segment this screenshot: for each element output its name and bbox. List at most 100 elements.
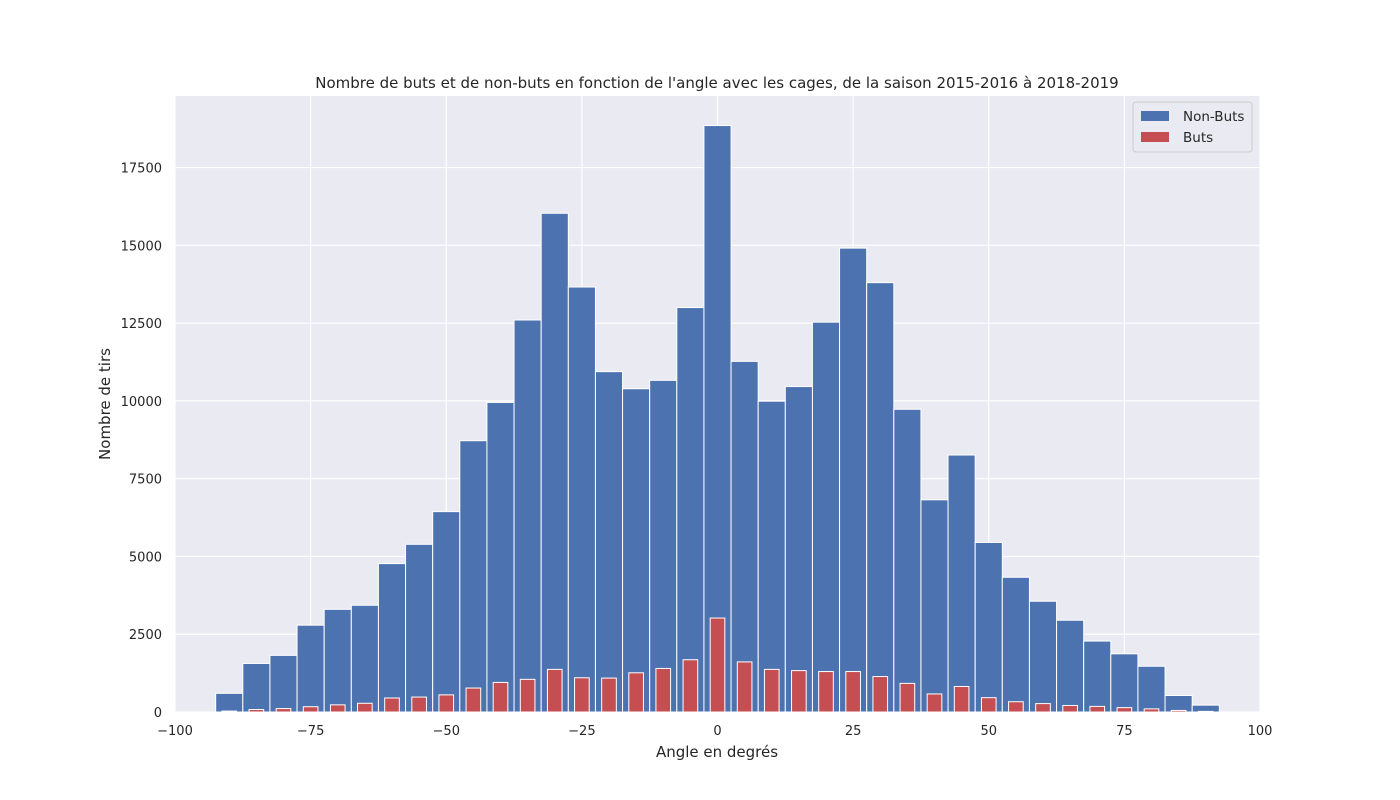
legend-swatch-buts — [1141, 132, 1169, 142]
legend-label-non-buts: Non-Buts — [1183, 109, 1244, 125]
bar-non-buts — [1110, 653, 1139, 713]
bar-buts — [818, 671, 834, 713]
bar-non-buts — [296, 624, 325, 713]
bar-non-buts — [1056, 619, 1085, 713]
bar-buts — [628, 672, 644, 713]
series-non-buts — [215, 125, 1220, 713]
bar-buts — [980, 697, 997, 713]
x-axis-title: Angle en degrés — [656, 743, 778, 761]
legend-swatch-non-buts — [1141, 111, 1169, 121]
bar-non-buts — [1083, 640, 1112, 713]
bar-non-buts — [377, 563, 407, 713]
bar-buts — [248, 709, 265, 713]
bar-buts — [438, 694, 455, 713]
bar-buts — [221, 710, 238, 713]
bar-non-buts — [676, 307, 705, 713]
bar-non-buts — [1137, 665, 1166, 713]
x-tick-label: 25 — [845, 724, 862, 739]
bar-buts — [411, 696, 427, 713]
bar-non-buts — [242, 662, 271, 713]
bar-non-buts — [730, 360, 759, 713]
bar-non-buts — [567, 286, 596, 713]
y-tick-label: 0 — [154, 706, 162, 721]
bar-non-buts — [784, 386, 813, 713]
bar-non-buts — [974, 541, 1003, 713]
bar-non-buts — [649, 379, 678, 713]
bar-non-buts — [703, 125, 732, 713]
bar-non-buts — [1001, 576, 1030, 713]
bar-buts — [546, 668, 563, 713]
bar-non-buts — [405, 543, 434, 713]
bar-non-buts — [622, 388, 651, 713]
bar-buts — [1008, 701, 1024, 713]
x-tick-label: −25 — [568, 724, 595, 739]
bar-non-buts — [1028, 600, 1058, 713]
bar-buts — [1143, 708, 1160, 713]
bar-non-buts — [459, 440, 488, 713]
bar-buts — [709, 617, 726, 713]
bar-non-buts — [540, 212, 569, 713]
y-tick-label: 7500 — [129, 473, 162, 488]
bar-non-buts — [1164, 695, 1193, 713]
y-tick-label: 12500 — [121, 317, 162, 332]
bar-buts — [1197, 710, 1214, 713]
bar-buts — [791, 670, 807, 713]
series-buts — [221, 617, 1214, 713]
x-tick-label: −50 — [433, 724, 460, 739]
bar-non-buts — [920, 499, 949, 713]
bar-non-buts — [866, 282, 895, 713]
bar-buts — [601, 677, 617, 713]
bar-buts — [1089, 705, 1106, 713]
bar-buts — [872, 676, 889, 713]
x-tick-label: −75 — [297, 724, 324, 739]
bar-buts — [845, 671, 861, 713]
y-tick-label: 15000 — [121, 239, 162, 254]
bar-buts — [1116, 707, 1133, 713]
x-tick-label: 75 — [1116, 724, 1133, 739]
x-tick-labels: −100 −75 −50 −25 0 25 50 75 100 — [157, 724, 1272, 739]
bar-buts — [519, 678, 536, 713]
bar-buts — [384, 697, 400, 713]
bar-non-buts — [947, 454, 976, 713]
bar-non-buts — [215, 692, 244, 713]
bar-buts — [1062, 704, 1078, 713]
bar-non-buts — [513, 319, 542, 713]
y-tick-label: 2500 — [129, 628, 162, 643]
bar-buts — [357, 702, 373, 713]
bar-non-buts — [486, 401, 515, 713]
y-tick-label: 10000 — [121, 395, 162, 410]
legend-label-buts: Buts — [1183, 130, 1213, 146]
bar-buts — [899, 682, 916, 713]
bar-buts — [329, 704, 346, 713]
bar-non-buts — [323, 608, 352, 713]
y-tick-labels: 0 2500 5000 7500 10000 12500 15000 17500 — [121, 162, 162, 721]
bar-buts — [492, 681, 509, 713]
x-tick-label: 0 — [713, 724, 721, 739]
legend: Non-Buts Buts — [1132, 101, 1253, 153]
bar-non-buts — [811, 321, 841, 713]
bar-buts — [953, 685, 970, 713]
bar-buts — [465, 687, 482, 713]
bar-buts — [736, 661, 753, 713]
bar-non-buts — [350, 604, 379, 713]
bar-buts — [655, 667, 672, 713]
y-axis-title: Nombre de tirs — [96, 348, 114, 460]
bar-buts — [1035, 703, 1051, 713]
bar-buts — [682, 659, 699, 713]
x-tick-label: 100 — [1248, 724, 1273, 739]
bar-non-buts — [432, 511, 461, 713]
bar-non-buts — [269, 654, 298, 713]
bar-non-buts — [893, 408, 922, 713]
y-tick-label: 5000 — [129, 550, 162, 565]
y-tick-label: 17500 — [121, 162, 162, 177]
x-tick-label: 50 — [980, 724, 997, 739]
bar-buts — [763, 668, 780, 713]
bar-buts — [926, 693, 943, 713]
bar-non-buts — [594, 371, 624, 713]
x-tick-label: −100 — [157, 724, 193, 739]
bar-non-buts — [757, 400, 786, 713]
bar-non-buts — [839, 247, 868, 713]
bar-buts — [302, 706, 319, 713]
bar-buts — [1170, 709, 1187, 713]
